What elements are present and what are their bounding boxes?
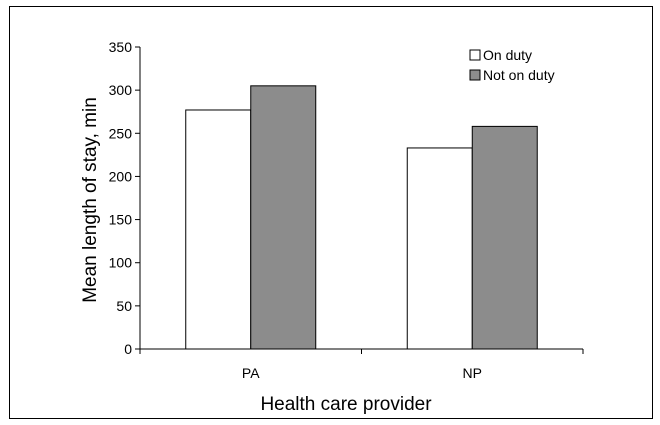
legend-label: On duty bbox=[483, 47, 532, 63]
y-tick-label: 0 bbox=[124, 341, 132, 357]
x-category-label: NP bbox=[463, 365, 482, 381]
x-axis-title: Health care provider bbox=[260, 394, 432, 415]
bar-np-not-on-duty bbox=[471, 125, 538, 350]
legend-swatch bbox=[469, 49, 481, 61]
x-category-label: PA bbox=[242, 365, 260, 381]
y-tick-label: 50 bbox=[116, 298, 132, 314]
chart-frame bbox=[9, 6, 653, 419]
bar-np-on-duty bbox=[406, 147, 473, 350]
bar-pa-on-duty bbox=[185, 109, 252, 350]
legend: On duty Not on duty bbox=[469, 47, 555, 83]
y-axis-title: Mean length of stay, min bbox=[80, 97, 101, 303]
y-tick-label: 150 bbox=[109, 212, 133, 228]
legend-swatch bbox=[469, 69, 481, 81]
bars bbox=[185, 85, 538, 350]
bar-pa-not-on-duty bbox=[250, 85, 317, 350]
y-ticks: 0 50 100 150 200 250 300 350 bbox=[109, 39, 140, 357]
x-categories: PA NP bbox=[242, 365, 482, 381]
legend-label: Not on duty bbox=[483, 67, 555, 83]
y-tick-label: 200 bbox=[109, 168, 133, 184]
y-tick-label: 350 bbox=[109, 39, 133, 55]
y-tick-label: 100 bbox=[109, 255, 133, 271]
y-tick-label: 300 bbox=[109, 82, 133, 98]
y-tick-label: 250 bbox=[109, 125, 133, 141]
